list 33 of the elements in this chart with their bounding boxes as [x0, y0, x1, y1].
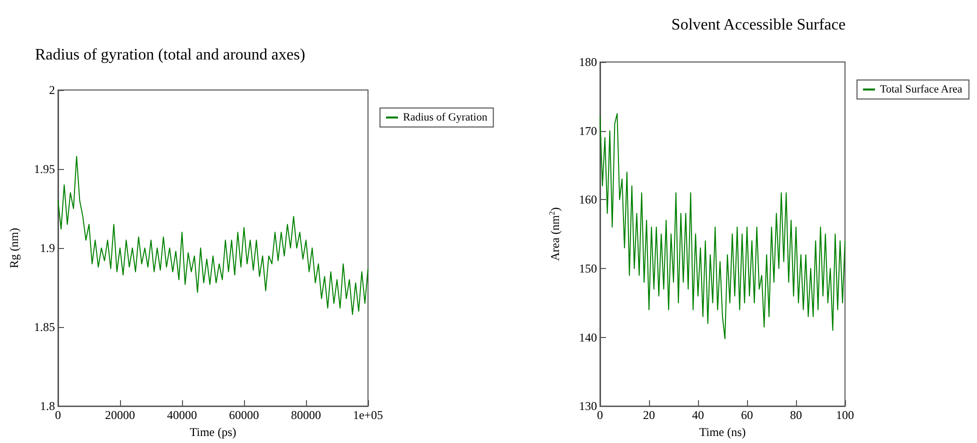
x-tick-label: 20000 — [105, 408, 135, 422]
chart-title: Solvent Accessible Surface — [671, 16, 846, 34]
y-axis-title: Area (nm2) — [548, 207, 562, 261]
x-axis-title: Time (ns) — [699, 425, 746, 439]
legend-label: Radius of Gyration — [403, 112, 488, 124]
line-series — [58, 156, 368, 315]
x-tick-label: 40000 — [167, 408, 197, 422]
x-tick-label: 0 — [55, 408, 61, 422]
y-tick-label: 180 — [579, 55, 597, 69]
x-tick-label: 100 — [836, 408, 854, 422]
y-tick-label: 150 — [579, 261, 597, 276]
y-tick-label: 1.85 — [34, 320, 55, 334]
y-tick-label: 160 — [579, 192, 597, 207]
x-tick-label: 40 — [692, 408, 704, 422]
line-series — [600, 113, 846, 340]
y-tick-label: 140 — [579, 330, 597, 344]
x-tick-label: 60 — [741, 408, 753, 422]
x-tick-label: 1e+05 — [352, 408, 384, 422]
x-tick-label: 80000 — [291, 408, 321, 422]
y-axis-title: Rg (nm) — [7, 228, 21, 268]
y-tick-label: 2 — [49, 83, 55, 97]
y-tick-label: 1.95 — [34, 162, 55, 176]
y-tick-label: 130 — [579, 399, 597, 414]
chart-title: Radius of gyration (total and around axes) — [35, 46, 306, 64]
y-tick-label: 1.9 — [40, 241, 55, 256]
y-tick-label: 170 — [579, 124, 597, 138]
x-tick-label: 80 — [790, 408, 802, 422]
x-tick-label: 60000 — [229, 408, 259, 422]
x-tick-label: 0 — [597, 408, 603, 422]
x-axis-title: Time (ps) — [190, 425, 236, 439]
legend-label: Total Surface Area — [880, 84, 962, 96]
x-tick-label: 20 — [643, 408, 655, 422]
y-tick-label: 1.8 — [40, 399, 55, 414]
